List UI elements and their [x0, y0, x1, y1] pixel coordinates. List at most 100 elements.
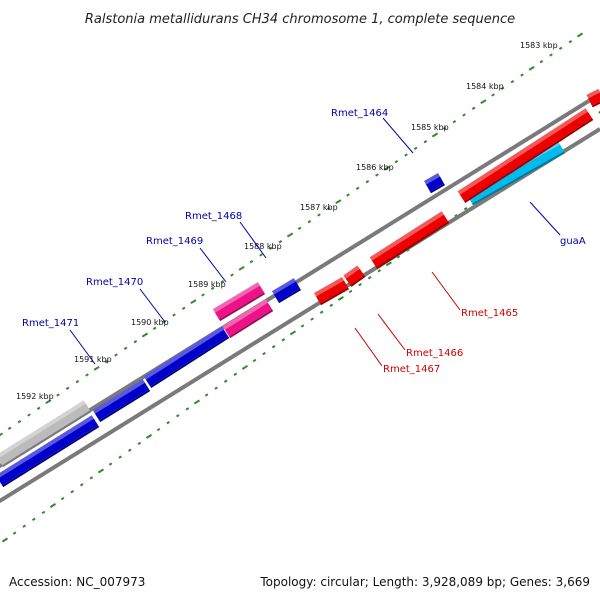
gene-feature-rmet-1465-shadow-face [376, 221, 450, 270]
tick-mark-top [249, 260, 254, 264]
kbp-label: 1584 kbp [466, 82, 504, 91]
tick-mark-top [335, 199, 342, 205]
gene-label-rmet-1467[interactable]: Rmet_1467 [383, 364, 440, 375]
tick-mark-top [355, 186, 360, 190]
gene-feature-rmet-1469-top-face [212, 282, 260, 313]
backbone [0, 92, 600, 504]
gene-feature-rmet-1467-body [316, 280, 348, 304]
tick-mark-bottom [454, 213, 458, 218]
gene-feature-rmet-1471-top-face [0, 415, 94, 478]
gene-feature-guaa-body [468, 144, 564, 204]
gene-feature-rmet-1464-body [426, 176, 444, 192]
tick-mark-bottom [300, 324, 305, 328]
callout-line-guaa [529, 201, 561, 236]
tick-mark-top [480, 99, 487, 105]
tick-mark-bottom [41, 510, 46, 515]
gene-feature-rmet-1468-body [273, 281, 301, 302]
tick-mark-top [65, 386, 70, 390]
gene-feature-rmet-1465 [369, 211, 450, 270]
callout-line-rmet-1471 [69, 329, 96, 365]
tick-mark-bottom [137, 441, 142, 445]
backbone-line-bottom [0, 127, 600, 504]
map-title: Ralstonia metallidurans CH34 chromosome … [85, 12, 515, 27]
tick-mark-top [45, 399, 52, 405]
tick-mark-top [104, 360, 109, 364]
tick-mark-top [297, 226, 302, 230]
tick-mark-top [539, 60, 544, 64]
gene-feature-rmet-1466-body [345, 268, 365, 286]
tick-mark-bottom [358, 282, 362, 287]
gene-feature-rmet-1470-shadow-face [150, 336, 230, 389]
tick-mark-top [528, 65, 535, 71]
gene-features [0, 88, 600, 488]
tick-mark-bottom [70, 490, 75, 494]
tick-mark-bottom [97, 468, 105, 474]
tick-mark-bottom [385, 261, 392, 267]
kbp-label: 1583 kbp [520, 41, 558, 50]
gene-feature-rmet-1466 [343, 265, 366, 287]
gene-feature-rmet-1471b [92, 379, 151, 423]
tick-mark-top [93, 365, 100, 371]
gene-feature-rmet-1471b-top-face [92, 379, 145, 414]
kbp-label: 1588 kbp [244, 242, 282, 251]
tick-mark-bottom [108, 462, 113, 466]
gene-label-rmet-1470[interactable]: Rmet_1470 [86, 277, 143, 288]
kbp-label-group: 1583 kbp 1584 kbp 1585 kbp 1586 kbp 1587 kbp… [16, 41, 558, 401]
kbp-label: 1591 kbp [74, 355, 112, 364]
tick-mark-bottom [463, 207, 468, 211]
gene-label-guaa[interactable]: guaA [560, 236, 586, 247]
tick-mark-top [558, 46, 563, 50]
kbp-label: 1589 kbp [188, 280, 226, 289]
gene-label-rmet-1471[interactable]: Rmet_1471 [22, 318, 79, 329]
gene-feature-rmet-1464-top-face [424, 173, 441, 185]
gene-feature-rmet-1465-body [371, 214, 449, 268]
tick-mark-bottom [204, 393, 209, 397]
kbp-label: 1587 kbp [300, 203, 338, 212]
gene-feature-rmet-1467-top-face [314, 277, 345, 297]
tick-mark-bottom [329, 303, 334, 307]
gene-feature-grey-body [0, 403, 91, 466]
gene-label-rmet-1469[interactable]: Rmet_1469 [146, 236, 203, 247]
tick-mark-top [471, 106, 476, 110]
gene-feature-rmet-1469-shadow-face [219, 292, 266, 322]
tick-mark-bottom [337, 295, 344, 301]
tick-mark-top [152, 326, 157, 330]
gene-feature-rmet-1470 [143, 326, 230, 389]
gene-feature-rmet-1471 [0, 415, 100, 488]
tick-mark-top [114, 353, 118, 357]
tick-mark-top [210, 286, 215, 290]
gene-feature-rmet-1465-top-face [369, 211, 444, 261]
gene-label-rmet-1466[interactable]: Rmet_1466 [406, 348, 463, 359]
tick-mark-top [17, 420, 22, 424]
tick-mark-bottom [12, 531, 17, 535]
tick-mark-bottom [60, 496, 65, 501]
gene-label-rmet-1468[interactable]: Rmet_1468 [185, 211, 242, 222]
kbp-label: 1585 kbp [411, 123, 449, 132]
tick-mark-top [85, 373, 89, 377]
tick-mark-top [568, 40, 573, 44]
tick-mark-bottom [348, 289, 353, 294]
tick-mark-top [7, 426, 12, 430]
tick-mark-top [317, 213, 321, 217]
gene-label-rmet-1464[interactable]: Rmet_1464 [331, 108, 388, 119]
gene-feature-red-edge-top-face [586, 88, 600, 99]
tick-mark-bottom [145, 434, 153, 439]
gene-label-rmet-1465[interactable]: Rmet_1465 [461, 308, 518, 319]
tick-mark-bottom [310, 317, 314, 321]
tick-mark-top [346, 193, 350, 197]
gene-feature-rmet-1471b-body [94, 382, 150, 421]
tick-mark-top [123, 346, 128, 350]
tick-mark-top [307, 220, 312, 224]
gene-feature-rmet-1464 [424, 173, 445, 194]
gene-feature-rmet-1469b-top-face [222, 299, 268, 330]
tick-mark-bottom [396, 255, 401, 259]
tick-mark-top [375, 173, 379, 177]
tick-mark-top [394, 160, 399, 164]
tick-mark-bottom [271, 345, 276, 349]
tick-mark-top [268, 246, 273, 250]
gene-feature-rmet-1471-body [0, 418, 99, 486]
tick-mark-top [172, 313, 176, 317]
tick-mark-bottom [79, 483, 84, 487]
tick-mark-top [190, 299, 197, 305]
